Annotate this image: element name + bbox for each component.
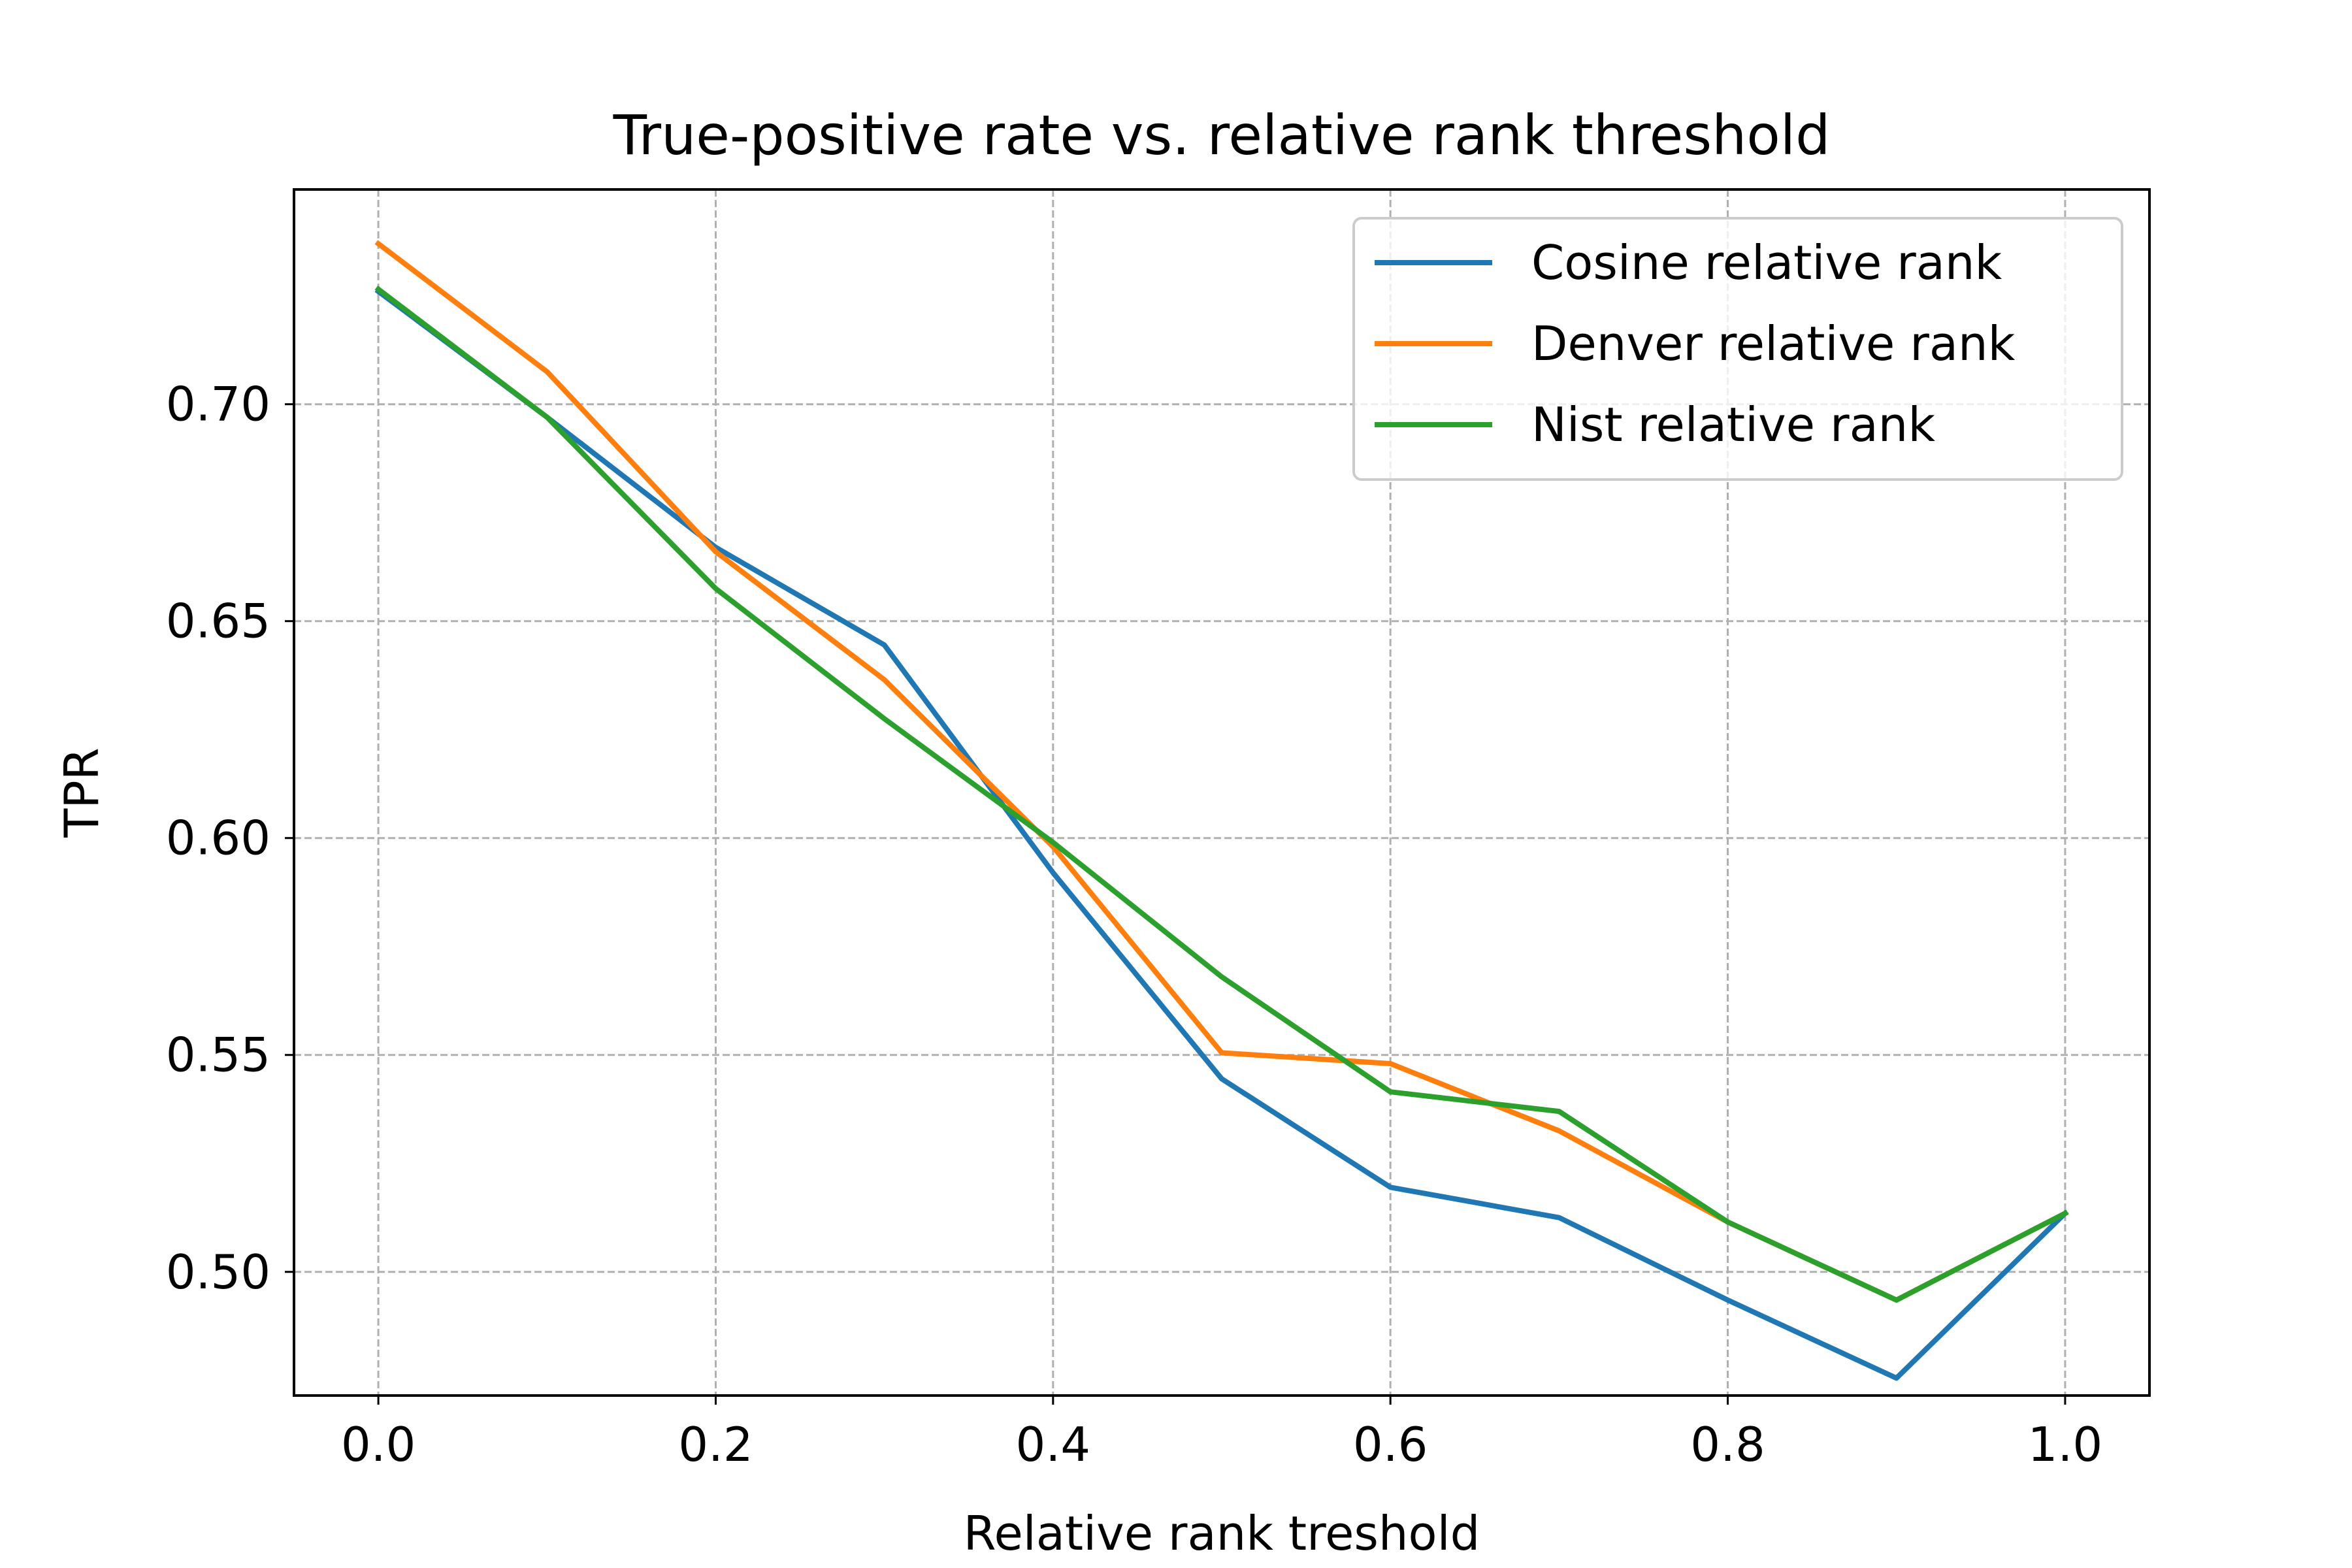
y-tick-label: 0.65 [166,594,270,649]
legend-label-denver: Denver relative rank [1531,316,2016,371]
x-tick-label: 1.0 [2028,1417,2103,1472]
plot-frame [293,188,2151,1397]
y-tick-label: 0.60 [166,811,270,866]
y-tick-label: 0.70 [166,377,270,432]
x-tick-label: 0.0 [341,1417,416,1472]
x-tick-label: 0.8 [1690,1417,1765,1472]
series-line-nist [374,286,2069,1303]
x-tick-label: 0.4 [1016,1417,1091,1472]
x-tick-label: 0.6 [1353,1417,1428,1472]
y-tick-label: 0.55 [166,1028,270,1083]
y-axis-label: TPR [54,747,109,838]
chart-title: True-positive rate vs. relative rank thr… [613,103,1831,167]
legend: Cosine relative rank Denver relative ran… [1352,217,2123,481]
x-axis-label: Relative rank treshold [964,1506,1480,1561]
legend-label-cosine: Cosine relative rank [1531,235,2002,290]
legend-frame [1352,217,2123,481]
series-line-cosine [374,287,2069,1381]
y-tick-label: 0.50 [166,1245,270,1299]
series-lines [374,240,2069,1381]
axis-ticks: 0.0 0.2 0.4 0.6 0.8 1.0 0.50 0.55 0.60 0.65 0.70 [166,377,2102,1472]
legend-label-nist: Nist relative rank [1531,397,1935,452]
x-tick-label: 0.2 [678,1417,753,1472]
